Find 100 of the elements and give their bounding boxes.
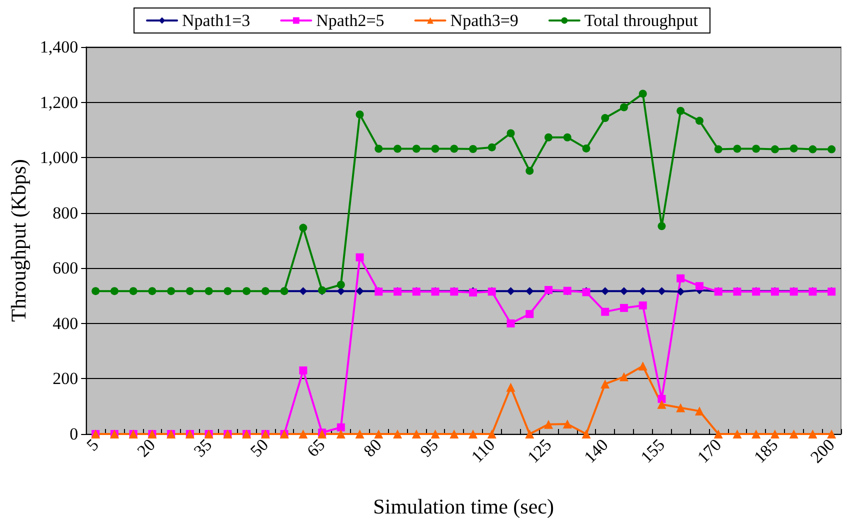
point bbox=[92, 287, 100, 296]
x-tick-label: 50 bbox=[246, 435, 272, 461]
x-tick-label: 35 bbox=[190, 435, 216, 461]
point bbox=[790, 144, 798, 152]
point bbox=[714, 145, 722, 154]
x-tick-label: 185 bbox=[750, 435, 782, 467]
y-axis-title: Throughput (Kbps) bbox=[6, 159, 30, 322]
point bbox=[620, 287, 628, 296]
x-tick-label: 200 bbox=[806, 435, 838, 467]
x-tick-label: 155 bbox=[636, 435, 668, 467]
x-tick-label: 140 bbox=[580, 435, 612, 467]
point bbox=[469, 145, 478, 153]
point bbox=[658, 394, 666, 403]
point bbox=[393, 430, 402, 438]
point bbox=[638, 90, 647, 98]
point bbox=[620, 103, 628, 112]
point bbox=[789, 430, 798, 438]
y-tick-label: 600 bbox=[52, 258, 78, 278]
x-tick-label: 5 bbox=[82, 435, 102, 455]
point bbox=[752, 430, 761, 438]
point bbox=[356, 287, 364, 296]
point bbox=[374, 144, 383, 153]
point bbox=[110, 287, 118, 296]
legend-label: Total throughput bbox=[584, 11, 698, 30]
point bbox=[430, 430, 440, 438]
point bbox=[562, 420, 572, 429]
point bbox=[544, 133, 552, 142]
point bbox=[167, 287, 176, 296]
point bbox=[336, 423, 345, 432]
point bbox=[336, 280, 345, 289]
point bbox=[658, 287, 666, 296]
point bbox=[770, 430, 780, 438]
y-tick-label: 0 bbox=[70, 424, 78, 444]
y-tick-label: 200 bbox=[52, 369, 78, 388]
point bbox=[695, 282, 704, 290]
point bbox=[619, 372, 628, 382]
point bbox=[752, 144, 760, 153]
point bbox=[732, 430, 742, 438]
point bbox=[638, 362, 648, 370]
point bbox=[695, 116, 704, 125]
x-tick-label: 170 bbox=[694, 435, 726, 467]
point bbox=[658, 222, 666, 230]
y-tick-label: 1,200 bbox=[40, 92, 78, 112]
point bbox=[412, 430, 421, 438]
x-tick-label: 125 bbox=[524, 435, 556, 467]
point bbox=[828, 145, 836, 154]
point bbox=[620, 304, 628, 312]
point bbox=[299, 224, 308, 232]
point bbox=[600, 379, 610, 388]
point bbox=[657, 400, 666, 409]
point bbox=[638, 301, 647, 310]
point bbox=[525, 430, 534, 438]
point bbox=[506, 382, 516, 392]
point bbox=[450, 430, 459, 438]
legend-label: Npath3=9 bbox=[450, 11, 518, 30]
point bbox=[355, 430, 364, 438]
point bbox=[676, 403, 686, 412]
point bbox=[808, 145, 817, 154]
y-tick-label: 1,000 bbox=[40, 148, 78, 168]
y-tick-label: 800 bbox=[52, 203, 78, 222]
point bbox=[506, 319, 515, 328]
point bbox=[526, 166, 534, 175]
x-tick-label: 80 bbox=[360, 435, 386, 461]
point bbox=[224, 287, 232, 296]
point bbox=[808, 430, 818, 438]
point bbox=[298, 430, 308, 438]
point bbox=[299, 287, 308, 296]
x-tick-label: 65 bbox=[303, 435, 329, 461]
point bbox=[526, 310, 534, 318]
point bbox=[694, 406, 704, 416]
point bbox=[601, 308, 610, 316]
point bbox=[770, 145, 779, 154]
x-tick-label: 95 bbox=[416, 435, 442, 461]
point bbox=[827, 430, 836, 438]
y-tick-label: 1,400 bbox=[40, 38, 78, 56]
point bbox=[733, 144, 742, 153]
point bbox=[356, 110, 364, 118]
point bbox=[526, 287, 534, 296]
point bbox=[506, 287, 515, 296]
point bbox=[563, 133, 572, 142]
point bbox=[186, 287, 194, 296]
point bbox=[676, 274, 685, 282]
legend-label: Npath2=5 bbox=[316, 11, 384, 30]
point bbox=[450, 144, 458, 153]
point bbox=[468, 430, 478, 438]
point bbox=[506, 129, 515, 138]
point bbox=[544, 420, 553, 429]
point bbox=[394, 144, 402, 153]
point bbox=[601, 114, 610, 122]
x-tick-label: 110 bbox=[468, 435, 499, 466]
point bbox=[336, 430, 346, 438]
point bbox=[714, 430, 723, 438]
point bbox=[431, 144, 440, 153]
point bbox=[676, 106, 685, 115]
point bbox=[638, 287, 647, 296]
legend-label: Npath1=3 bbox=[182, 11, 250, 30]
point bbox=[601, 287, 610, 296]
point bbox=[299, 366, 308, 374]
x-axis-title: Simulation time (sec) bbox=[373, 494, 554, 518]
point bbox=[676, 288, 685, 296]
